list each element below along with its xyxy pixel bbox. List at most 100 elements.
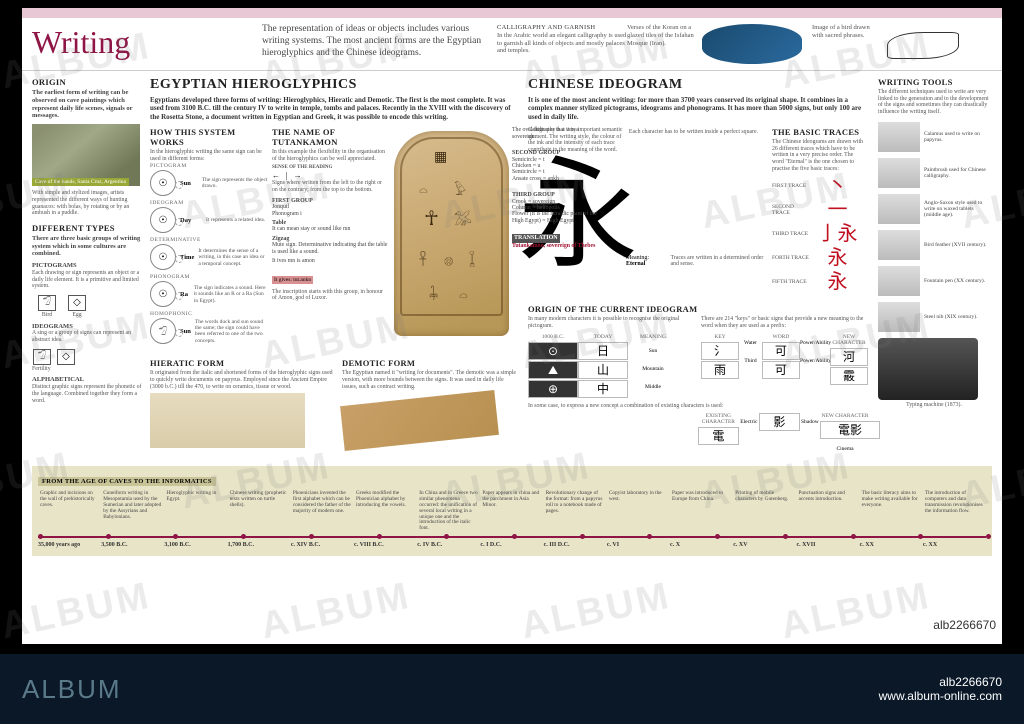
hieratic-block: HIERATIC FORM It originated from the ita… <box>150 358 334 453</box>
image-id-bottom: alb2266670 <box>879 675 1002 689</box>
egypt-name-column: THE NAME OF TUTANKAMON In this example t… <box>268 127 388 348</box>
cartouche-image: ▦ 𓏏 𓅱 ☥ 𓅮 𓋹 𓊖 𓆼 𓇓 𓏏 <box>394 131 509 336</box>
trace-label: SECOND TRACE <box>772 204 810 216</box>
timeline-date: 35,000 years ago <box>38 542 101 548</box>
writing-tools: WRITING TOOLS The different techniques u… <box>878 77 990 458</box>
trace-label: FORTH TRACE <box>772 255 810 261</box>
tool-label: Steel nib (XIX century). <box>920 314 977 320</box>
system-desc: The sign represents the object drawn. <box>202 177 268 189</box>
alphabetical-text: Distinct graphic signs represent the pho… <box>32 384 144 404</box>
types-title: DIFFERENT TYPES <box>32 223 144 233</box>
glyph-icon: ☉ <box>150 207 176 233</box>
cartouche-item: ZigzagMute sign. Determinative indicatin… <box>272 236 388 255</box>
tool-image <box>878 230 920 260</box>
typewriter-label: Typing machine (1873). <box>878 402 990 409</box>
sidebar: ORIGIN The earliest form of writing can … <box>32 77 150 458</box>
hieratic-title: HIERATIC FORM <box>150 358 334 368</box>
trace-label: THIRD TRACE <box>772 231 810 237</box>
cartouche-annotation: SECOND GROUP Semicircle = t Chicken = u … <box>512 150 602 182</box>
tools-title: WRITING TOOLS <box>878 77 990 87</box>
traces-title: THE BASIC TRACES <box>772 127 866 137</box>
cave-painting-image: Cave of the hands, Santa Cruz, Argentina <box>32 124 140 186</box>
glyph-icon: ☉ <box>150 281 176 307</box>
trace-character: 丶 <box>810 176 865 196</box>
intro-text: The representation of ideas or objects i… <box>262 24 497 64</box>
name-text: In this example the flexibility in the o… <box>272 149 388 162</box>
origin-text: The earliest form of writing can be obse… <box>32 89 144 120</box>
timeline-item: Paper was introduced to Europe from Chin… <box>670 491 733 532</box>
egg-icon: ◇ <box>68 295 86 311</box>
trace-character: 亅永 <box>810 224 865 244</box>
timeline-item: The introduction of computers and data t… <box>923 491 986 532</box>
cave-description: With simple and stylized images, artists… <box>32 190 144 217</box>
timeline-date: c. I D.C. <box>480 542 543 548</box>
image-id-top: alb2266670 <box>933 618 996 632</box>
tool-label: Bird feather (XVII century). <box>920 242 986 248</box>
timeline-date: c. IV B.C. <box>417 542 480 548</box>
timeline-item: Hieroglyphic writing in Egypt. <box>164 491 227 532</box>
basic-traces: THE BASIC TRACES The Chinese ideograms a… <box>766 127 866 296</box>
types-text: There are three basic groups of writing … <box>32 235 144 258</box>
cartouche-item: TableIt can mean stay or sound like mn <box>272 220 388 233</box>
tool-row: Fountain pen (XX century). <box>878 266 990 296</box>
how-title: HOW THIS SYSTEM WORKS <box>150 127 268 147</box>
ideogram-origin: ORIGIN OF THE CURRENT IDEOGRAM In many m… <box>528 304 870 458</box>
bird-calligraphy-image <box>877 24 977 64</box>
inscription-text: The inscription starts with this group, … <box>272 289 388 302</box>
glyph-icon: ☉ <box>150 170 176 196</box>
egypt-image-column: The oval indicates that it is a sovereig… <box>388 127 518 348</box>
bird-caption: Image of a bird drawn with sacred phrase… <box>812 24 872 64</box>
demotic-papyrus-image <box>340 390 499 451</box>
trace-character: 永 <box>810 248 865 268</box>
ideograms-text: A sing or a group of signs can represent… <box>32 330 144 343</box>
system-row: ☉ Time It determines the sense of a writ… <box>150 244 268 270</box>
origin-title: ORIGIN OF THE CURRENT IDEOGRAM <box>528 304 870 314</box>
header: Writing The representation of ideas or o… <box>22 24 1002 71</box>
keys-text: There are 214 "keys" or basic signs that… <box>701 316 868 329</box>
system-label: Day <box>180 217 202 224</box>
timeline-item: In China and in Greece two similar pheno… <box>417 491 480 532</box>
system-category: DETERMINATIVE <box>150 237 268 243</box>
system-desc: It determines the sense of a writing, in… <box>198 248 268 266</box>
timeline-item: Greeks modified the Phoenician alphabet … <box>354 491 417 532</box>
bird-label: Bird <box>32 312 62 319</box>
egypt-intro: Egyptians developed three forms of writi… <box>150 96 518 121</box>
traces-note: Traces are written in a determined order… <box>670 255 766 268</box>
timeline-item: Chinese writing (prophetic texts written… <box>228 491 291 532</box>
trace-character: 一 <box>810 200 865 220</box>
bird-icon: 𓅿 <box>38 295 56 311</box>
timeline-item: Revolutionary change of the format: from… <box>544 491 607 532</box>
egg-label: Egg <box>62 312 92 319</box>
fertility-label: Fertility <box>32 366 144 373</box>
cartouche-item: FIRST GROUPJonquilPhonogram i <box>272 198 388 217</box>
egypt-section: EGYPTIAN HIEROGLYPHICS Egyptians develop… <box>150 77 528 458</box>
tool-row: Paintbrush used for Chinese calligraphy. <box>878 158 990 188</box>
trace-label: FIFTH TRACE <box>772 279 810 285</box>
system-desc: The sign indicates a sound. Here it soun… <box>194 285 268 303</box>
tool-label: Paintbrush used for Chinese calligraphy. <box>920 167 990 179</box>
tools-intro: The different techniques used to write a… <box>878 89 990 116</box>
timeline-date: 1,700 B.C. <box>228 542 291 548</box>
egypt-system: HOW THIS SYSTEM WORKS In the hieroglyphi… <box>150 127 268 348</box>
tool-image <box>878 158 920 188</box>
tool-label: Fountain pen (XX century). <box>920 278 985 284</box>
timeline-date: 3,100 B.C. <box>164 542 227 548</box>
main-content: ORIGIN The earliest form of writing can … <box>22 71 1002 458</box>
tool-image <box>878 194 920 224</box>
cave-label: Cave of the hands, Santa Cruz, Argentina <box>32 178 129 186</box>
trace-row: THIRD TRACE 亅永 <box>772 224 866 244</box>
how-text: In the hieroglyphic writing the same sig… <box>150 149 268 162</box>
pictograms-text: Each drawing or sign represents an objec… <box>32 270 144 290</box>
china-intro: It is one of the most ancient writing: f… <box>528 96 870 121</box>
album-logo: ALBUM <box>22 674 122 705</box>
page-title: Writing <box>32 24 262 64</box>
pictograms-title: PICTOGRAMS <box>32 262 144 270</box>
origin-title: ORIGIN <box>32 77 144 87</box>
timeline-date: c. VIII B.C. <box>354 542 417 548</box>
timeline-item: The basic literacy aims to make writing … <box>860 491 923 532</box>
timeline-item: Copyist laboratory in the west. <box>607 491 670 532</box>
meaning-value: Eternal <box>626 261 645 267</box>
fertility-icon-1: 𓅿 <box>33 349 51 365</box>
timeline-title: FROM THE AGE OF CAVES TO THE INFORMATICS <box>38 477 216 486</box>
cartouche-item: It ives mn is amon <box>272 258 388 264</box>
